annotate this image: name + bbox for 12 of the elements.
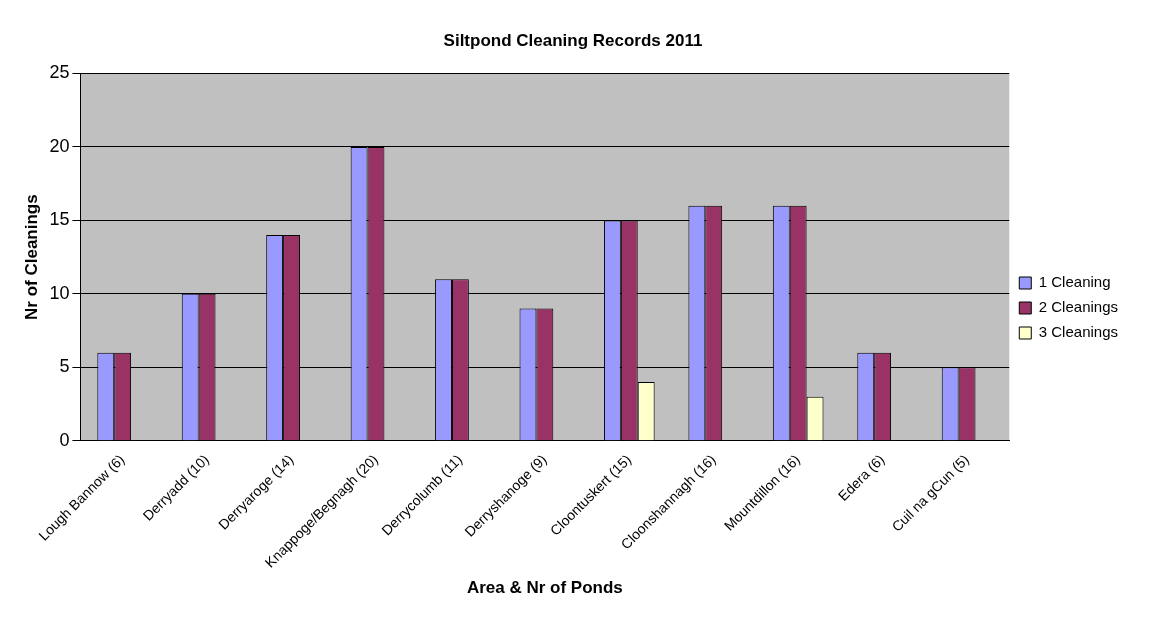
legend-label: 1 Cleaning [1038,273,1111,291]
y-tick-label: 15 [49,209,70,230]
y-tick-label: 20 [49,135,70,156]
chart-title: Siltpond Cleaning Records 2011 [443,30,703,50]
legend-label: 2 Cleanings [1038,298,1118,316]
y-tick-label: 25 [49,62,70,83]
y-tick-label: 0 [59,429,70,450]
y-tick-label: 10 [49,282,70,303]
legend-label: 3 Cleanings [1038,323,1118,341]
y-axis-title: Nr of Cleanings [21,194,41,320]
x-axis-title: Area & Nr of Ponds [466,578,623,598]
y-tick-label: 5 [59,356,70,377]
